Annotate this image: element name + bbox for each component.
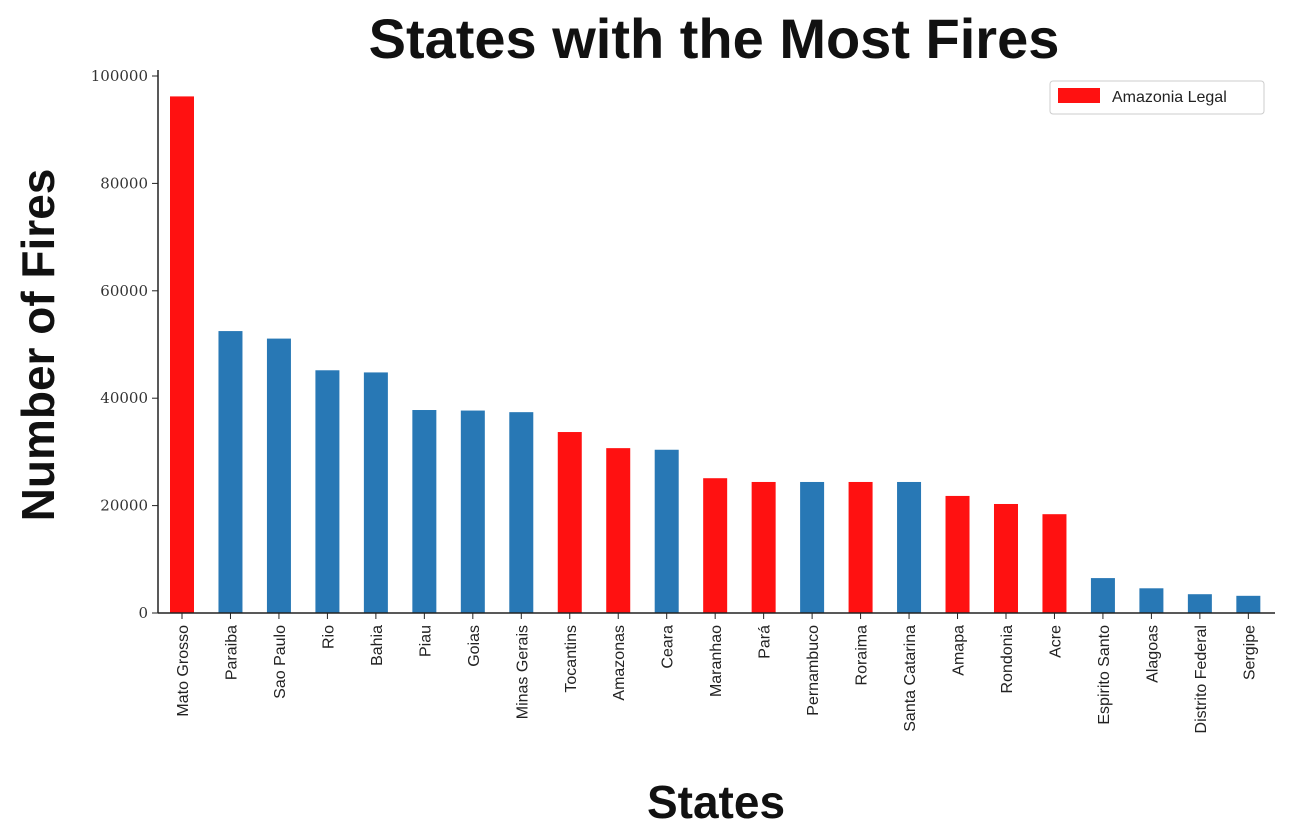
bar-acre xyxy=(1042,514,1067,613)
x-tick-label: Amazonas xyxy=(611,625,628,701)
x-tick-label: Maranhao xyxy=(708,625,725,697)
x-tick-label: Goias xyxy=(466,625,483,667)
legend: Amazonia Legal xyxy=(1049,80,1265,115)
x-axis-ticks: Mato Grosso Paraiba Sao Paulo Rio Bahia Piau G… xyxy=(175,613,1258,733)
bar-amapa xyxy=(945,495,970,613)
x-tick-label: Rondonia xyxy=(999,625,1016,694)
bar-piau xyxy=(412,410,437,613)
x-tick-label: Ceara xyxy=(660,625,677,669)
bar-ceara xyxy=(654,449,679,613)
bar-maranhao xyxy=(703,478,728,613)
bar-minas-gerais xyxy=(509,412,534,613)
bar-distrito-federal xyxy=(1187,594,1212,613)
x-tick-label: Amapa xyxy=(951,625,968,676)
legend-swatch xyxy=(1058,88,1100,103)
x-tick-label: Roraima xyxy=(854,625,871,686)
bar-santa-catarina xyxy=(897,481,922,613)
bar-sergipe xyxy=(1236,595,1261,613)
y-tick-label: 80000 xyxy=(100,174,148,192)
x-tick-label: Tocantins xyxy=(563,625,580,693)
legend-box xyxy=(1049,80,1265,115)
bar-alagoas xyxy=(1139,588,1164,613)
y-axis-ticks: 0 20000 40000 60000 80000 100000 xyxy=(91,67,158,622)
y-tick-label: 0 xyxy=(138,604,148,622)
bar-tocantins xyxy=(557,432,582,613)
bar-pernambuco xyxy=(800,481,825,613)
x-tick-label: Paraiba xyxy=(223,625,240,680)
x-tick-label: Pará xyxy=(757,625,774,659)
y-axis-label: Number of Fires xyxy=(12,169,64,522)
x-tick-label: Mato Grosso xyxy=(175,625,192,717)
y-tick-label: 60000 xyxy=(100,282,148,300)
bar-espirito-santo xyxy=(1090,578,1115,613)
x-tick-label: Sao Paulo xyxy=(272,625,289,699)
bar-paraiba xyxy=(218,331,243,613)
x-axis-label: States xyxy=(647,776,785,828)
bar-amazonas xyxy=(606,448,631,613)
x-tick-label: Acre xyxy=(1047,625,1064,658)
x-tick-label: Sergipe xyxy=(1241,625,1258,680)
x-tick-label: Espirito Santo xyxy=(1096,625,1113,725)
bar-bahia xyxy=(363,372,388,613)
bar-rondonia xyxy=(993,503,1018,613)
x-tick-label: Alagoas xyxy=(1144,625,1161,683)
bar-par- xyxy=(751,481,776,613)
x-tick-label: Minas Gerais xyxy=(514,625,531,719)
legend-label: Amazonia Legal xyxy=(1112,89,1227,106)
bar-sao-paulo xyxy=(266,338,291,613)
bar-rio xyxy=(315,370,340,613)
x-tick-label: Distrito Federal xyxy=(1193,625,1210,733)
bar-mato-grosso xyxy=(170,96,194,613)
x-tick-label: Santa Catarina xyxy=(902,625,919,732)
y-tick-label: 20000 xyxy=(100,497,148,515)
bar-roraima xyxy=(848,481,873,613)
bars xyxy=(170,96,1261,613)
bar-goias xyxy=(460,410,485,613)
y-tick-label: 100000 xyxy=(91,67,148,85)
chart-title: States with the Most Fires xyxy=(369,7,1060,70)
x-tick-label: Pernambuco xyxy=(805,625,822,716)
x-tick-label: Rio xyxy=(320,625,337,649)
x-tick-label: Piau xyxy=(417,625,434,657)
x-tick-label: Bahia xyxy=(369,625,386,666)
y-tick-label: 40000 xyxy=(100,389,148,407)
